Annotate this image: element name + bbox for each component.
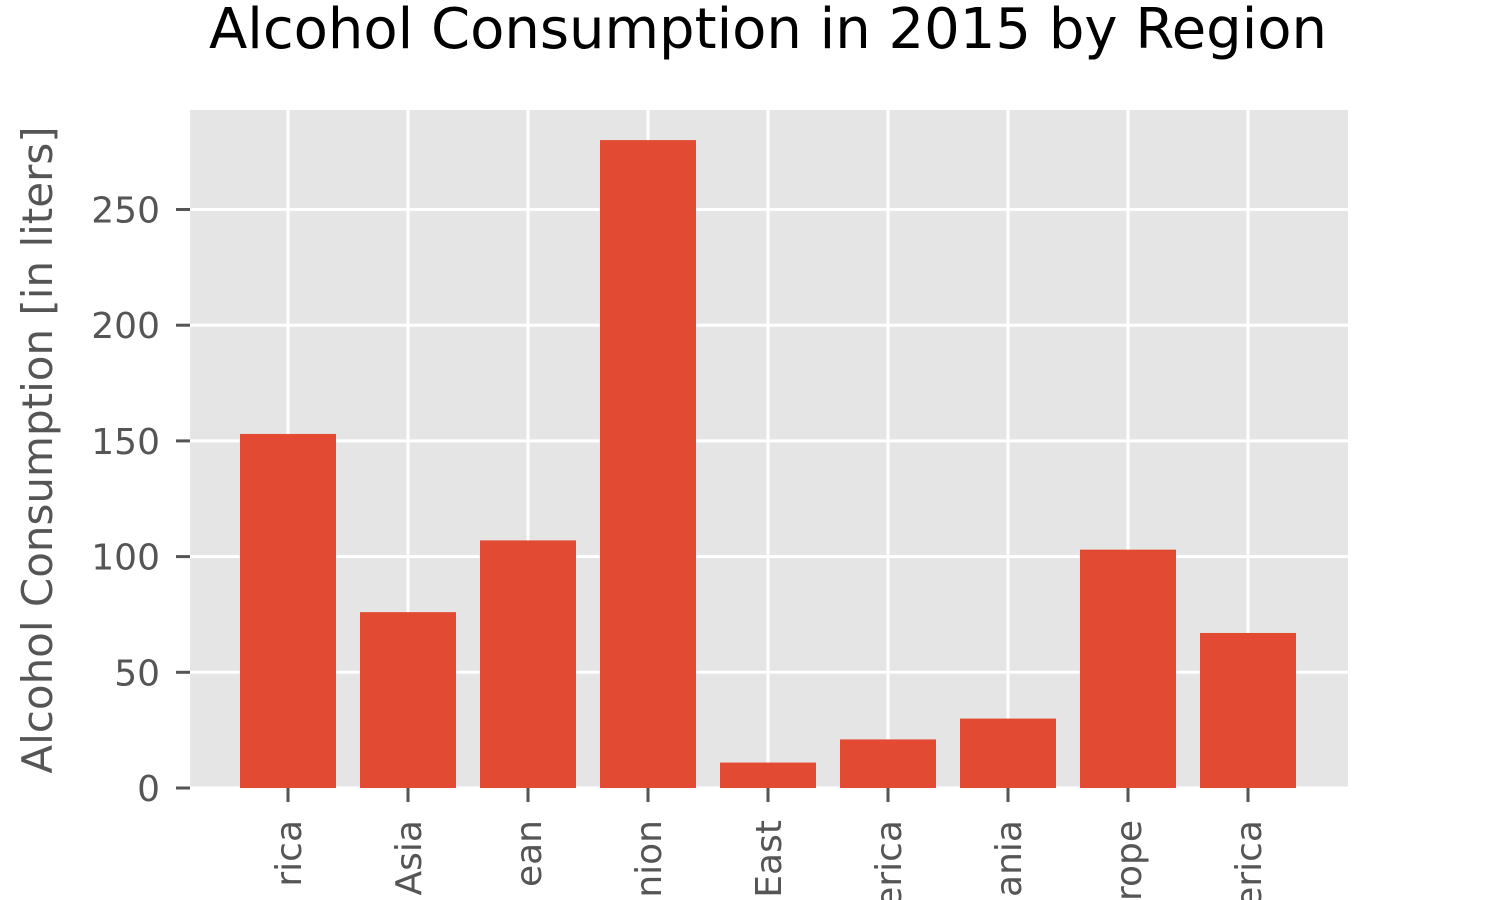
bar	[600, 140, 696, 788]
bars	[240, 140, 1296, 788]
chart-title: Alcohol Consumption in 2015 by Region	[209, 0, 1327, 62]
x-tick-label: rope	[1109, 820, 1150, 900]
y-tick-label: 250	[91, 191, 160, 232]
x-tick-label: nion	[629, 820, 670, 898]
x-tick-label: ania	[989, 820, 1030, 897]
bar	[1080, 549, 1176, 788]
x-tick-label: rica	[269, 820, 310, 887]
x-tick-label: erica	[1229, 820, 1270, 900]
bar	[1200, 632, 1296, 788]
y-tick-label: 200	[91, 306, 160, 347]
y-tick-label: 150	[91, 422, 160, 463]
y-tick-label: 0	[137, 769, 160, 810]
bar	[960, 718, 1056, 788]
x-tick-label: East	[749, 820, 790, 898]
bar	[480, 540, 576, 788]
x-tick-label: erica	[869, 820, 910, 900]
y-axis: 0 50 100 150 200 250	[91, 191, 190, 810]
bar	[840, 739, 936, 788]
x-tick-label: Asia	[389, 820, 430, 895]
bar	[360, 612, 456, 788]
x-axis: rica Asia ean nion East erica ania rope erica	[269, 788, 1270, 900]
x-tick-label: ean	[509, 820, 550, 887]
bar	[720, 762, 816, 788]
y-tick-label: 50	[114, 653, 160, 694]
y-tick-label: 100	[91, 538, 160, 579]
bar	[240, 433, 336, 788]
y-axis-label: Alcohol Consumption [in liters]	[13, 126, 62, 773]
